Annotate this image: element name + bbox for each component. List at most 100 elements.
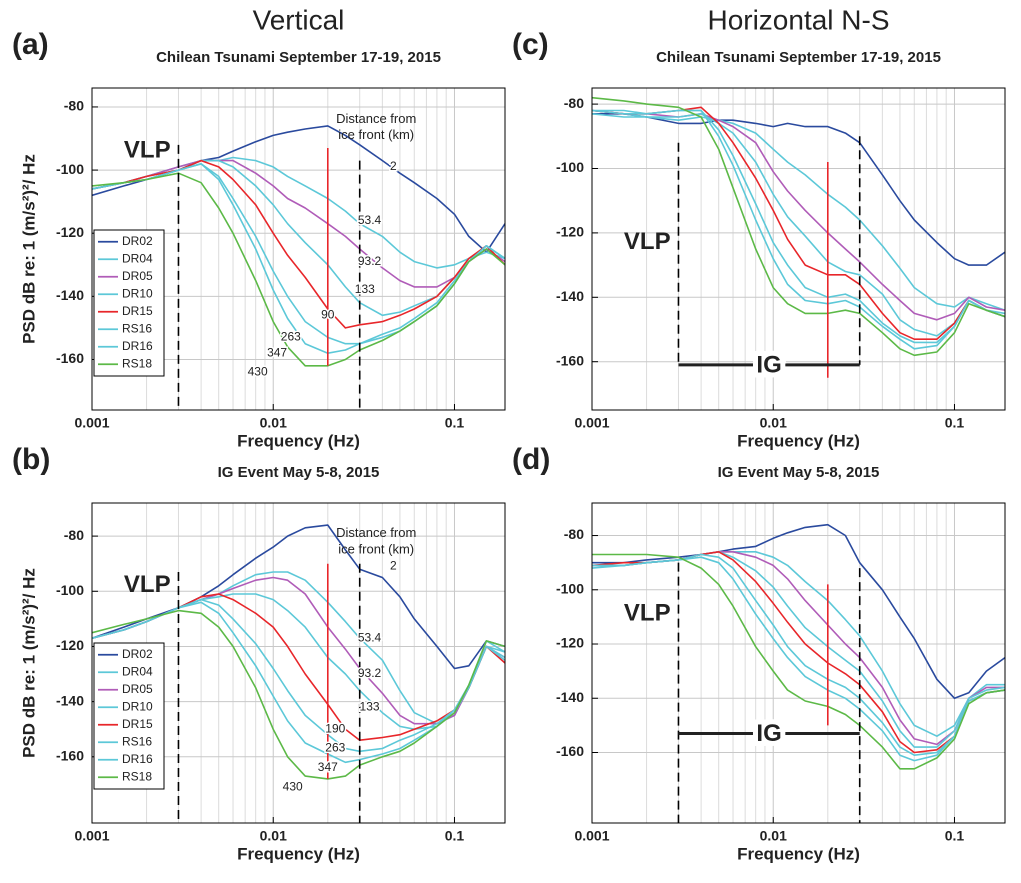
x-tick-label: 0.01 bbox=[760, 415, 787, 431]
y-tick-label: -140 bbox=[56, 692, 84, 708]
x-axis-label: Frequency (Hz) bbox=[737, 431, 860, 450]
annotation: 2 bbox=[390, 559, 397, 573]
annotation: 133 bbox=[360, 699, 380, 713]
series-line bbox=[592, 109, 1005, 321]
y-tick-label: -120 bbox=[56, 637, 84, 653]
legend-label: DR15 bbox=[122, 304, 153, 318]
series-line bbox=[92, 159, 505, 288]
x-tick-label: 0.001 bbox=[574, 415, 609, 431]
annotation: 263 bbox=[325, 741, 345, 755]
y-tick-label: -120 bbox=[56, 224, 84, 240]
annotation: 53.4 bbox=[358, 630, 382, 644]
annotation: 93.2 bbox=[358, 254, 382, 268]
x-tick-label: 0.001 bbox=[74, 828, 109, 844]
plot-frame bbox=[91, 502, 506, 824]
y-tick-label: -120 bbox=[556, 224, 584, 240]
annotation: ice front (km) bbox=[338, 541, 414, 556]
series-line bbox=[92, 593, 505, 741]
annotation: ice front (km) bbox=[338, 127, 414, 142]
series-line bbox=[92, 601, 505, 764]
annotation: 190 bbox=[325, 721, 345, 735]
series-line bbox=[592, 109, 1005, 344]
legend-label: RS18 bbox=[122, 356, 152, 370]
legend-label: DR02 bbox=[122, 647, 153, 661]
annotation: VLP bbox=[624, 600, 671, 627]
series-line bbox=[92, 609, 505, 780]
column-heading: Vertical bbox=[253, 4, 345, 35]
chart-title: Chilean Tsunami September 17-19, 2015 bbox=[156, 49, 441, 66]
ig-label: IG bbox=[756, 351, 781, 378]
y-tick-label: -160 bbox=[556, 352, 584, 368]
annotation: 93.2 bbox=[358, 666, 382, 680]
y-tick-label: -80 bbox=[564, 95, 584, 111]
legend-label: DR05 bbox=[122, 269, 153, 283]
chart-title: IG Event May 5-8, 2015 bbox=[218, 464, 380, 481]
series-line bbox=[592, 551, 1005, 746]
annotation: 347 bbox=[318, 760, 338, 774]
chart-title: IG Event May 5-8, 2015 bbox=[718, 464, 880, 481]
legend-label: DR05 bbox=[122, 682, 153, 696]
plot-area bbox=[592, 523, 1005, 823]
series-line bbox=[592, 551, 1005, 754]
y-tick-label: -160 bbox=[556, 743, 584, 759]
annotation: VLP bbox=[124, 136, 171, 163]
legend-label: DR10 bbox=[122, 699, 153, 713]
y-tick-label: -100 bbox=[56, 582, 84, 598]
series-line bbox=[592, 553, 1005, 756]
panel-label: (c) bbox=[512, 28, 549, 61]
x-tick-label: 0.01 bbox=[260, 828, 287, 844]
x-tick-label: 0.01 bbox=[260, 415, 287, 431]
y-tick-label: -140 bbox=[56, 287, 84, 303]
plot-area bbox=[92, 524, 505, 823]
annotation: VLP bbox=[124, 571, 171, 598]
x-axis-label: Frequency (Hz) bbox=[737, 844, 860, 863]
annotation: 90 bbox=[321, 307, 335, 321]
series-line bbox=[592, 113, 1005, 266]
series-line bbox=[592, 96, 1005, 357]
annotation: 430 bbox=[248, 364, 268, 378]
series-line bbox=[592, 113, 1005, 337]
x-tick-label: 0.1 bbox=[445, 415, 465, 431]
y-tick-label: -100 bbox=[556, 159, 584, 175]
plot-frame bbox=[591, 87, 1006, 411]
series-line bbox=[592, 551, 1005, 748]
annotation: Distance from bbox=[336, 525, 416, 540]
legend-label: RS16 bbox=[122, 734, 152, 748]
x-tick-label: 0.1 bbox=[945, 828, 965, 844]
x-tick-label: 0.1 bbox=[945, 415, 965, 431]
series-line bbox=[92, 172, 505, 367]
y-tick-label: -140 bbox=[556, 288, 584, 304]
plot-frame bbox=[91, 87, 506, 411]
series-line bbox=[592, 523, 1005, 700]
y-tick-label: -120 bbox=[556, 635, 584, 651]
plot-frame bbox=[591, 502, 1006, 824]
x-tick-label: 0.001 bbox=[574, 828, 609, 844]
legend-box bbox=[93, 642, 165, 790]
y-axis-label: PSD dB re: 1 (m/s²)²/ Hz bbox=[19, 568, 38, 758]
legend-label: RS16 bbox=[122, 321, 152, 335]
series-line bbox=[592, 109, 1005, 311]
series-line bbox=[92, 598, 505, 753]
annotation: 2 bbox=[390, 159, 397, 173]
y-tick-label: -80 bbox=[64, 527, 84, 543]
y-tick-label: -80 bbox=[64, 98, 84, 114]
series-line bbox=[592, 556, 1005, 762]
legend-label: DR02 bbox=[122, 234, 153, 248]
series-line bbox=[92, 159, 505, 329]
x-tick-label: 0.001 bbox=[74, 415, 109, 431]
y-tick-label: -160 bbox=[56, 350, 84, 366]
legend-label: RS18 bbox=[122, 769, 152, 783]
annotation: 347 bbox=[267, 345, 287, 359]
plot-area bbox=[92, 125, 505, 410]
legend-label: DR16 bbox=[122, 339, 153, 353]
legend-label: DR16 bbox=[122, 752, 153, 766]
series-line bbox=[592, 109, 1005, 350]
legend-box bbox=[93, 229, 165, 377]
annotation: 263 bbox=[281, 330, 301, 344]
panel-label: (a) bbox=[12, 28, 49, 61]
annotation: Distance from bbox=[336, 111, 416, 126]
annotation: 53.4 bbox=[358, 213, 382, 227]
plot-area bbox=[592, 96, 1005, 378]
ig-label: IG bbox=[756, 720, 781, 747]
